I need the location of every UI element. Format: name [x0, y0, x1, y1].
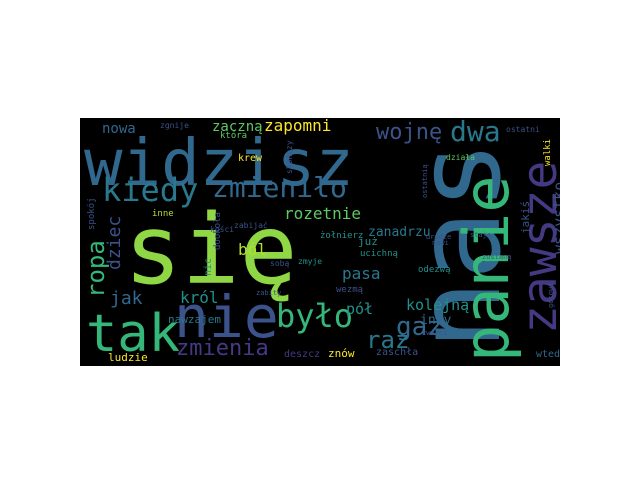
word-zwarci: zwarci: [422, 329, 448, 337]
word-krol: król: [180, 288, 219, 307]
word-inny: inny: [420, 313, 452, 328]
word-tak: tak: [86, 304, 180, 364]
word-wojne: wojnę: [376, 120, 443, 145]
word-jakis: jakiś: [519, 200, 532, 234]
word-spokoj: spokój: [87, 197, 97, 230]
word-wszystko: wszystko: [550, 181, 560, 254]
word-nie: nie: [174, 283, 279, 351]
word-zolnierz: żołnierz: [320, 231, 364, 241]
word-dwa: dwa: [450, 118, 501, 148]
word-zmienia: zmienia: [176, 336, 269, 361]
word-sie: się: [124, 194, 298, 306]
word-soba: sobą: [270, 259, 290, 268]
word-wtedy: wtedy: [536, 349, 560, 360]
word-skonczy: skończy: [285, 140, 294, 174]
word-widzisz: widzisz: [84, 127, 354, 201]
word-bylo: było: [276, 297, 354, 335]
word-zaczna: zaczną: [212, 119, 263, 135]
word-zanadrzu: zanadrzu: [368, 225, 431, 240]
word-pasa: pasa: [342, 264, 381, 283]
word-jak: jak: [110, 288, 143, 309]
word-zabijac: zabijać: [234, 221, 268, 230]
word-krew: krew: [238, 153, 263, 164]
word-kiedy: kiedy: [102, 171, 199, 209]
word-dziala: działa: [446, 153, 475, 162]
word-panie: panie: [450, 175, 523, 362]
word-pol: pół: [346, 300, 374, 318]
word-zmienilo: zmieniło: [212, 171, 347, 204]
word-staja: stają: [470, 231, 492, 239]
word-ostatnia: ostatnią: [421, 164, 429, 198]
word-ludzie: ludzie: [108, 351, 148, 364]
word-nowi: nowi: [432, 239, 449, 247]
word-zapomni: zapomni: [264, 118, 332, 135]
word-rozetnie: rozetnie: [284, 204, 362, 223]
word-zgnije: zgnije: [160, 121, 189, 130]
word-cloud: nas się widzisz panie zawsze tak nie kie…: [80, 118, 560, 366]
word-dziec: dziec: [104, 215, 125, 270]
word-ostatni: ostatni: [506, 125, 540, 134]
word-raz: raz: [366, 326, 410, 354]
word-wezma: wezmą: [336, 285, 364, 295]
word-odezwa: odezwą: [418, 265, 451, 275]
word-kolejna: kolejną: [406, 296, 470, 314]
word-bol: ból: [238, 240, 267, 259]
word-kosci: kości: [210, 225, 235, 234]
word-drodze: drodze: [426, 233, 452, 241]
word-nawzajem: nawzajem: [168, 313, 221, 326]
word-inne: inne: [152, 209, 174, 219]
word-gotowi: gotowi: [547, 282, 555, 308]
word-znow: znów: [328, 347, 355, 360]
word-zmyje: zmyje: [298, 257, 323, 266]
word-deszcz: deszcz: [284, 349, 321, 360]
word-juz: już: [358, 235, 378, 248]
word-ktora: która: [220, 131, 248, 141]
word-walki: walki: [543, 138, 553, 166]
word-zabity: zabity: [256, 289, 282, 297]
word-ucichna: ucichną: [360, 249, 398, 259]
word-zostana: zostaną: [482, 253, 512, 261]
word-gaz: gaz: [396, 312, 443, 342]
word-nowa: nowa: [102, 121, 136, 137]
word-zaschla: zaschła: [376, 347, 419, 358]
word-nic: nic: [203, 257, 214, 276]
